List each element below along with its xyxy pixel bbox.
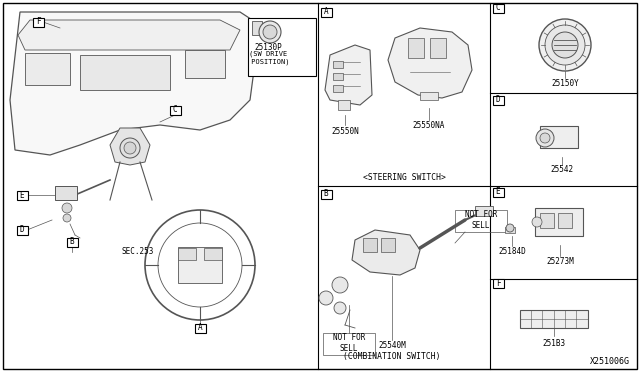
Circle shape	[539, 19, 591, 71]
Polygon shape	[388, 28, 472, 98]
Text: (SW DRIVE
 POSITION): (SW DRIVE POSITION)	[247, 51, 289, 65]
Bar	[170, 106, 180, 115]
Bar	[381, 238, 395, 252]
Bar	[252, 21, 262, 35]
Circle shape	[263, 25, 277, 39]
Polygon shape	[110, 128, 150, 165]
Text: C: C	[496, 3, 500, 13]
Bar	[430, 38, 446, 58]
Bar	[204, 248, 222, 260]
Text: 25550NA: 25550NA	[413, 122, 445, 131]
Text: 25540M: 25540M	[378, 341, 406, 350]
Text: F: F	[36, 17, 40, 26]
Bar	[321, 189, 332, 199]
Text: <STEERING SWITCH>: <STEERING SWITCH>	[363, 173, 445, 182]
Bar	[178, 247, 222, 283]
Circle shape	[334, 302, 346, 314]
Bar	[493, 3, 504, 13]
Circle shape	[124, 142, 136, 154]
Bar	[55, 186, 77, 200]
Text: A: A	[324, 7, 328, 16]
Bar	[178, 248, 196, 260]
Bar	[25, 53, 70, 85]
Circle shape	[506, 224, 514, 232]
Bar	[475, 206, 493, 216]
Polygon shape	[352, 230, 420, 275]
Bar	[185, 50, 225, 78]
Bar	[33, 17, 44, 26]
Text: F: F	[496, 279, 500, 288]
Text: D: D	[496, 96, 500, 105]
Polygon shape	[18, 20, 240, 50]
Circle shape	[120, 138, 140, 158]
Text: E: E	[496, 187, 500, 196]
Bar	[540, 213, 554, 228]
Circle shape	[63, 214, 71, 222]
Bar	[420, 92, 438, 100]
Circle shape	[259, 21, 281, 43]
Bar	[505, 227, 515, 233]
Text: 25130P: 25130P	[254, 44, 282, 52]
Circle shape	[319, 291, 333, 305]
Text: 25550N: 25550N	[331, 128, 359, 137]
Text: NOT FOR
SELL: NOT FOR SELL	[333, 333, 365, 353]
Circle shape	[532, 217, 542, 227]
Bar	[535, 208, 583, 236]
Bar	[248, 18, 316, 76]
Text: A: A	[198, 324, 202, 333]
Bar	[558, 213, 572, 228]
Text: NOT FOR
SELL: NOT FOR SELL	[465, 210, 497, 230]
Bar	[321, 7, 332, 16]
Bar	[195, 324, 205, 333]
Bar	[80, 55, 170, 90]
Text: 25184D: 25184D	[498, 247, 526, 257]
Circle shape	[552, 32, 578, 58]
Circle shape	[332, 277, 348, 293]
Bar	[493, 96, 504, 105]
Text: 25542: 25542	[550, 166, 573, 174]
Bar	[363, 238, 377, 252]
Bar	[408, 38, 424, 58]
Bar	[67, 237, 77, 247]
Bar	[540, 126, 578, 148]
Circle shape	[536, 129, 554, 147]
Text: D: D	[20, 225, 24, 234]
Bar	[333, 85, 343, 92]
Text: 25150Y: 25150Y	[551, 78, 579, 87]
Bar	[323, 333, 375, 355]
Circle shape	[188, 253, 212, 277]
Text: B: B	[324, 189, 328, 199]
Polygon shape	[325, 45, 372, 105]
Text: 25273M: 25273M	[546, 257, 574, 266]
Bar	[333, 61, 343, 68]
Bar	[455, 210, 507, 232]
Circle shape	[62, 203, 72, 213]
Text: C: C	[173, 106, 177, 115]
Bar	[17, 190, 28, 199]
Circle shape	[545, 25, 585, 65]
Bar	[493, 279, 504, 288]
Bar	[17, 225, 28, 234]
Bar	[333, 73, 343, 80]
Text: X251006G: X251006G	[590, 357, 630, 366]
Bar	[520, 310, 588, 328]
Text: B: B	[70, 237, 74, 247]
Text: E: E	[20, 190, 24, 199]
Bar	[493, 187, 504, 196]
Bar	[338, 100, 350, 110]
Circle shape	[540, 133, 550, 143]
Text: (COMBINATION SWITCH): (COMBINATION SWITCH)	[343, 352, 441, 360]
Text: SEC.253: SEC.253	[122, 247, 154, 257]
Polygon shape	[10, 12, 260, 155]
Text: 251B3: 251B3	[543, 339, 566, 347]
